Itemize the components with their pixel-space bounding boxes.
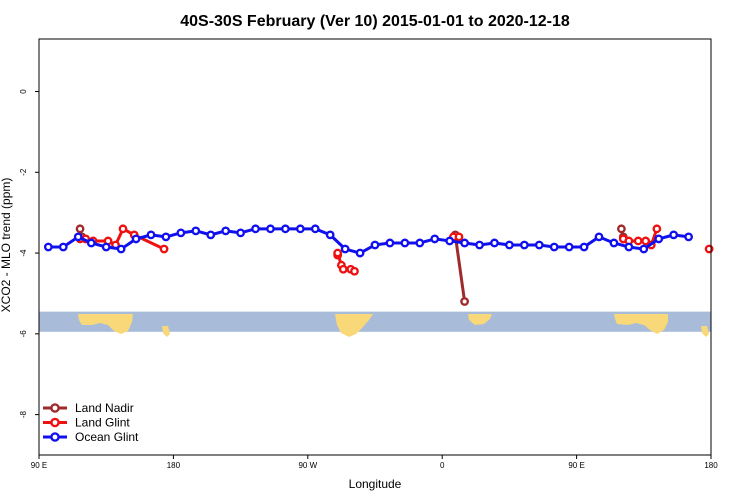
- legend-item: Land Glint: [43, 416, 130, 430]
- data-point: [633, 236, 643, 246]
- data-point: [206, 230, 216, 240]
- land-shapes: [78, 314, 709, 337]
- data-point: [519, 240, 529, 250]
- data-point: [564, 242, 574, 252]
- tasmania-east-land: [701, 326, 709, 337]
- data-point: [652, 224, 662, 234]
- data-point: [338, 264, 348, 274]
- data-point: [460, 238, 469, 248]
- data-point: [534, 240, 544, 250]
- data-point: [490, 238, 499, 248]
- chart-title: 40S-30S February (Ver 10) 2015-01-01 to …: [180, 13, 570, 30]
- data-point: [101, 242, 111, 252]
- series-layer: [43, 224, 714, 306]
- data-point: [549, 242, 559, 252]
- data-point: [415, 238, 425, 248]
- series-land-glint: [75, 224, 714, 276]
- data-point: [266, 224, 275, 234]
- data-point: [504, 240, 514, 250]
- data-point: [654, 234, 664, 244]
- data-point: [355, 248, 365, 258]
- data-point: [669, 230, 679, 240]
- x-tick-label: 180: [167, 461, 181, 470]
- x-tick-label: 90 W: [298, 461, 317, 470]
- legend-label: Ocean Glint: [75, 430, 139, 444]
- data-point: [280, 224, 290, 234]
- y-tick-label: -6: [19, 330, 28, 338]
- ocean-band: [39, 311, 711, 332]
- legend-item: Ocean Glint: [43, 430, 139, 444]
- map-strip: [39, 311, 711, 337]
- data-point: [251, 224, 260, 234]
- data-point: [475, 240, 484, 250]
- data-point: [333, 248, 343, 258]
- data-point: [236, 228, 246, 238]
- data-point: [684, 232, 693, 242]
- legend-label: Land Glint: [75, 416, 130, 430]
- data-point: [400, 238, 410, 248]
- data-point: [295, 224, 305, 234]
- x-tick-label: 180: [704, 461, 718, 470]
- x-axis: 90 E 180 90 W 0 90 E 180: [31, 455, 718, 470]
- y-axis: 0 -2 -4 -6 -8: [19, 89, 39, 418]
- data-point: [579, 242, 589, 252]
- y-axis-label: XCO2 - MLO trend (ppm): [0, 178, 13, 313]
- series-ocean-glint: [43, 224, 693, 258]
- data-point: [118, 224, 128, 234]
- x-tick-label: 90 E: [31, 461, 47, 470]
- south-america-land: [335, 314, 373, 337]
- data-point: [86, 238, 96, 248]
- data-point: [146, 230, 156, 240]
- australia-east-land: [614, 314, 668, 334]
- data-point: [191, 226, 201, 236]
- y-tick-label: 0: [19, 89, 28, 94]
- data-point: [221, 226, 231, 236]
- data-point: [116, 244, 126, 254]
- data-point: [370, 240, 380, 250]
- data-point: [161, 232, 171, 242]
- south-africa-land: [468, 314, 492, 325]
- tasmania-land: [162, 326, 170, 337]
- x-axis-label: Longitude: [349, 477, 402, 491]
- australia-west-land: [78, 314, 133, 334]
- y-tick-label: -2: [19, 168, 28, 176]
- x-tick-label: 90 E: [568, 461, 584, 470]
- data-point: [350, 266, 359, 276]
- data-point: [325, 230, 335, 240]
- data-point: [131, 234, 141, 244]
- legend-swatch-point: [50, 403, 60, 413]
- data-point: [58, 242, 68, 252]
- data-point: [43, 242, 53, 252]
- data-point: [594, 232, 604, 242]
- x-tick-label: 0: [440, 461, 445, 470]
- data-point: [624, 242, 634, 252]
- series-line: [453, 234, 467, 302]
- legend-item: Land Nadir: [43, 401, 134, 415]
- data-point: [639, 244, 649, 254]
- data-point: [609, 238, 619, 248]
- data-point: [460, 297, 469, 306]
- data-point: [159, 244, 169, 254]
- legend-label: Land Nadir: [75, 401, 134, 415]
- data-point: [385, 238, 395, 248]
- data-point: [617, 224, 626, 234]
- data-point: [73, 232, 83, 242]
- data-point: [75, 224, 85, 234]
- plot-frame: [38, 38, 712, 456]
- data-point: [176, 228, 186, 238]
- y-tick-label: -4: [19, 249, 28, 257]
- y-tick-label: -8: [19, 411, 28, 419]
- data-point: [430, 234, 440, 244]
- data-point: [340, 244, 350, 254]
- legend-swatch-point: [50, 432, 60, 442]
- data-point: [310, 224, 320, 234]
- data-point: [641, 236, 651, 246]
- legend-swatch-point: [50, 417, 60, 428]
- data-point: [445, 236, 455, 246]
- data-point: [454, 232, 464, 242]
